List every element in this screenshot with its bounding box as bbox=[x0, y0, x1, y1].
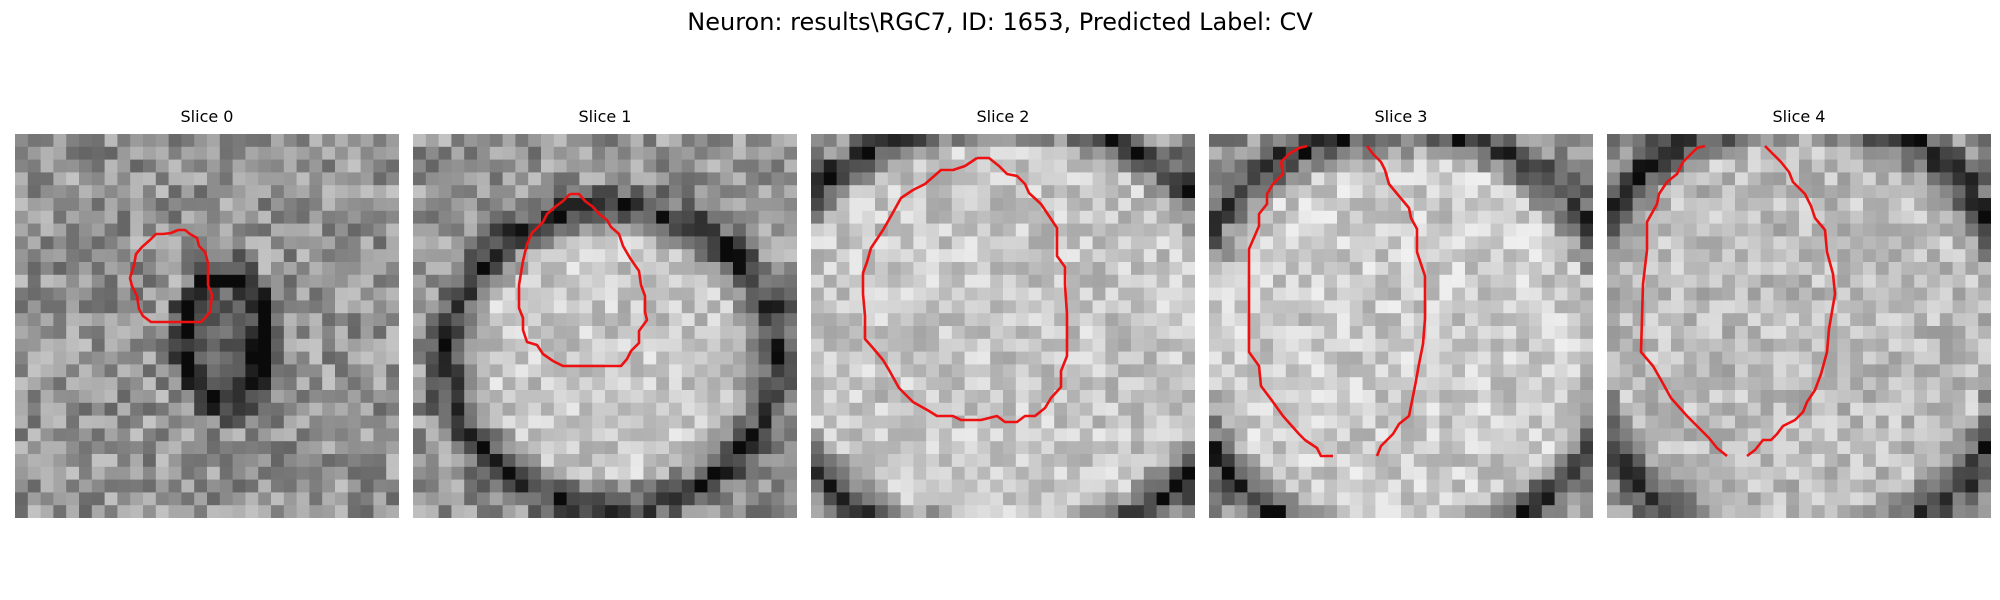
slice-image bbox=[413, 134, 797, 518]
slice-panel: Slice 1 bbox=[413, 106, 797, 520]
slice-panel: Slice 4 bbox=[1607, 106, 1991, 520]
roi-outline bbox=[1639, 144, 1728, 458]
slice-title: Slice 0 bbox=[180, 107, 234, 126]
slice-pixels bbox=[811, 134, 1195, 518]
slice-image bbox=[1607, 134, 1991, 518]
slice-pixels bbox=[1209, 134, 1593, 518]
roi-outline bbox=[517, 192, 649, 368]
roi-outline bbox=[861, 156, 1069, 424]
figure-title: Neuron: results\RGC7, ID: 1653, Predicte… bbox=[687, 8, 1313, 36]
slice-title: Slice 2 bbox=[976, 107, 1030, 126]
slice-panel: Slice 2 bbox=[811, 106, 1195, 520]
roi-outline bbox=[1746, 145, 1837, 458]
slice-image bbox=[15, 134, 399, 518]
slice-panel: Slice 3 bbox=[1209, 106, 1593, 520]
slice-pixels bbox=[1607, 134, 1991, 518]
roi-outline bbox=[1247, 144, 1333, 458]
slice-title: Slice 4 bbox=[1772, 107, 1826, 126]
roi-outline bbox=[128, 228, 214, 324]
slice-pixels bbox=[15, 134, 399, 518]
slice-image bbox=[1209, 134, 1593, 518]
slice-title: Slice 3 bbox=[1374, 107, 1428, 126]
slice-image bbox=[811, 134, 1195, 518]
roi-outline bbox=[1365, 145, 1427, 457]
slice-title: Slice 1 bbox=[578, 107, 632, 126]
slice-pixels bbox=[413, 134, 797, 518]
slice-panel: Slice 0 bbox=[15, 106, 399, 520]
